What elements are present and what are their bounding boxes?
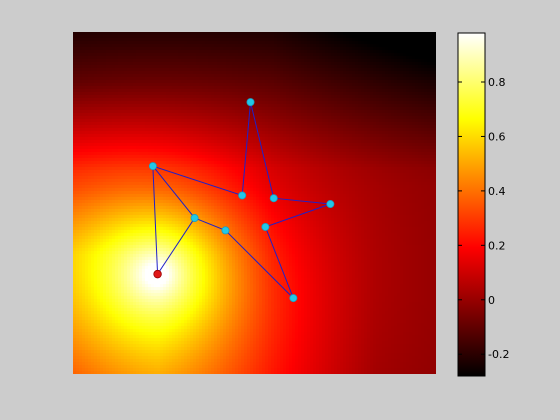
source-connector	[157, 217, 196, 275]
source-connector	[152, 166, 159, 275]
colorbar-tick-label: 0.2	[488, 239, 506, 252]
polygon-vertex	[148, 162, 157, 171]
polygon-vertex	[221, 226, 230, 235]
colorbar-ticks: -0.2 0 0.2 0.4 0.6 0.8	[458, 76, 509, 361]
heatmap-plot	[73, 32, 436, 374]
star-polygon	[151, 101, 331, 299]
colorbar-frame	[457, 32, 486, 377]
colorbar-tick-label: 0.8	[488, 76, 506, 89]
polygon-vertex	[190, 214, 199, 223]
polygon-vertex	[269, 194, 278, 203]
polygon-vertices	[148, 98, 335, 303]
colorbar-gradient	[458, 33, 485, 376]
polygon-vertex	[246, 98, 255, 107]
source-marker	[153, 269, 162, 279]
colorbar-tick-label: 0.6	[488, 130, 506, 143]
source-point	[153, 269, 162, 279]
polygon-vertex	[289, 294, 298, 303]
heatmap-field	[73, 32, 436, 374]
polygon-vertex	[326, 200, 335, 209]
colorbar-tick-label: -0.2	[488, 348, 509, 361]
star-outline	[151, 101, 331, 299]
colorbar: -0.2 0 0.2 0.4 0.6 0.8	[457, 32, 509, 377]
polygon-vertex	[238, 191, 247, 200]
polygon-vertex	[261, 222, 270, 231]
colorbar-tick-label: 0	[488, 294, 495, 307]
colorbar-tick-label: 0.4	[488, 185, 506, 198]
